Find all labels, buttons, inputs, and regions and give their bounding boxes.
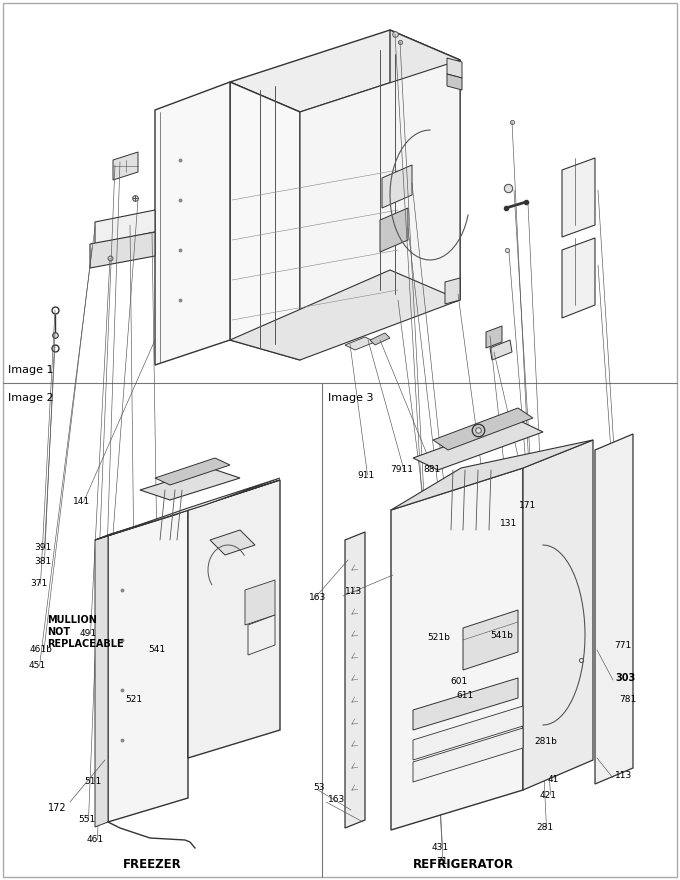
Text: 451: 451 — [29, 662, 46, 671]
Polygon shape — [433, 408, 533, 450]
Text: 511: 511 — [84, 778, 101, 787]
Text: 141: 141 — [73, 497, 90, 507]
Polygon shape — [413, 728, 523, 782]
Text: 461: 461 — [87, 835, 104, 845]
Polygon shape — [95, 480, 280, 540]
Text: 771: 771 — [614, 641, 631, 649]
Text: Image 2: Image 2 — [8, 393, 54, 403]
Text: 421: 421 — [540, 790, 557, 800]
Text: 281: 281 — [536, 824, 553, 832]
Polygon shape — [486, 326, 502, 348]
Polygon shape — [447, 58, 462, 78]
Polygon shape — [345, 337, 375, 350]
Text: 781: 781 — [619, 695, 636, 705]
Polygon shape — [230, 270, 460, 360]
Polygon shape — [95, 510, 188, 540]
Polygon shape — [155, 458, 230, 485]
Polygon shape — [113, 152, 138, 180]
Text: Image 1: Image 1 — [8, 365, 54, 375]
Text: REPLACEABLE: REPLACEABLE — [47, 639, 124, 649]
Polygon shape — [447, 74, 462, 90]
Text: 131: 131 — [500, 519, 517, 529]
Text: 171: 171 — [519, 502, 537, 510]
Polygon shape — [523, 440, 593, 790]
Text: 881: 881 — [423, 466, 440, 474]
Text: MULLION: MULLION — [47, 615, 97, 625]
Polygon shape — [370, 333, 390, 345]
Text: 71: 71 — [436, 857, 447, 867]
Text: 541b: 541b — [490, 630, 513, 640]
Polygon shape — [155, 82, 230, 365]
Polygon shape — [562, 158, 595, 237]
Text: 521: 521 — [125, 695, 142, 705]
Polygon shape — [140, 468, 240, 500]
Text: 601: 601 — [450, 678, 467, 686]
Polygon shape — [413, 678, 518, 730]
Polygon shape — [345, 532, 365, 828]
Text: 461b: 461b — [30, 646, 53, 655]
Polygon shape — [248, 615, 275, 655]
Polygon shape — [108, 510, 188, 822]
Text: 381: 381 — [34, 558, 51, 567]
Text: 431: 431 — [432, 844, 449, 853]
Text: Image 3: Image 3 — [328, 393, 373, 403]
Polygon shape — [300, 60, 460, 350]
Text: 611: 611 — [456, 692, 473, 700]
Polygon shape — [562, 238, 595, 318]
Polygon shape — [391, 468, 523, 830]
Polygon shape — [490, 340, 512, 360]
Polygon shape — [90, 232, 155, 268]
Text: 7911: 7911 — [390, 466, 413, 474]
Polygon shape — [110, 478, 280, 535]
Text: 41: 41 — [548, 774, 560, 783]
Text: 303: 303 — [615, 673, 635, 683]
Text: 281b: 281b — [534, 737, 557, 746]
Text: 371: 371 — [30, 580, 47, 589]
Polygon shape — [95, 535, 108, 827]
Polygon shape — [188, 480, 280, 758]
Polygon shape — [380, 208, 408, 252]
Text: 911: 911 — [357, 471, 374, 480]
Text: 163: 163 — [309, 593, 326, 603]
Text: NOT: NOT — [47, 627, 70, 637]
Polygon shape — [230, 82, 300, 360]
Text: REFRIGERATOR: REFRIGERATOR — [413, 858, 513, 871]
Text: 491: 491 — [80, 629, 97, 639]
Polygon shape — [391, 440, 593, 510]
Polygon shape — [463, 610, 518, 670]
Polygon shape — [413, 706, 523, 760]
Text: FREEZER: FREEZER — [122, 858, 182, 871]
Polygon shape — [245, 580, 275, 625]
Text: 113: 113 — [615, 772, 632, 781]
Text: 391: 391 — [34, 544, 51, 553]
Polygon shape — [95, 210, 155, 244]
Polygon shape — [390, 30, 460, 300]
Polygon shape — [382, 165, 412, 208]
Polygon shape — [210, 530, 255, 555]
Polygon shape — [595, 434, 633, 784]
Polygon shape — [413, 420, 543, 470]
Polygon shape — [230, 30, 460, 112]
Text: 551: 551 — [78, 816, 95, 825]
Text: 541: 541 — [148, 646, 165, 655]
Text: 113: 113 — [345, 588, 362, 597]
Polygon shape — [445, 278, 460, 304]
Text: 53: 53 — [313, 783, 324, 793]
Text: 163: 163 — [328, 796, 345, 804]
Text: 521b: 521b — [427, 634, 450, 642]
Text: 172: 172 — [48, 803, 67, 813]
